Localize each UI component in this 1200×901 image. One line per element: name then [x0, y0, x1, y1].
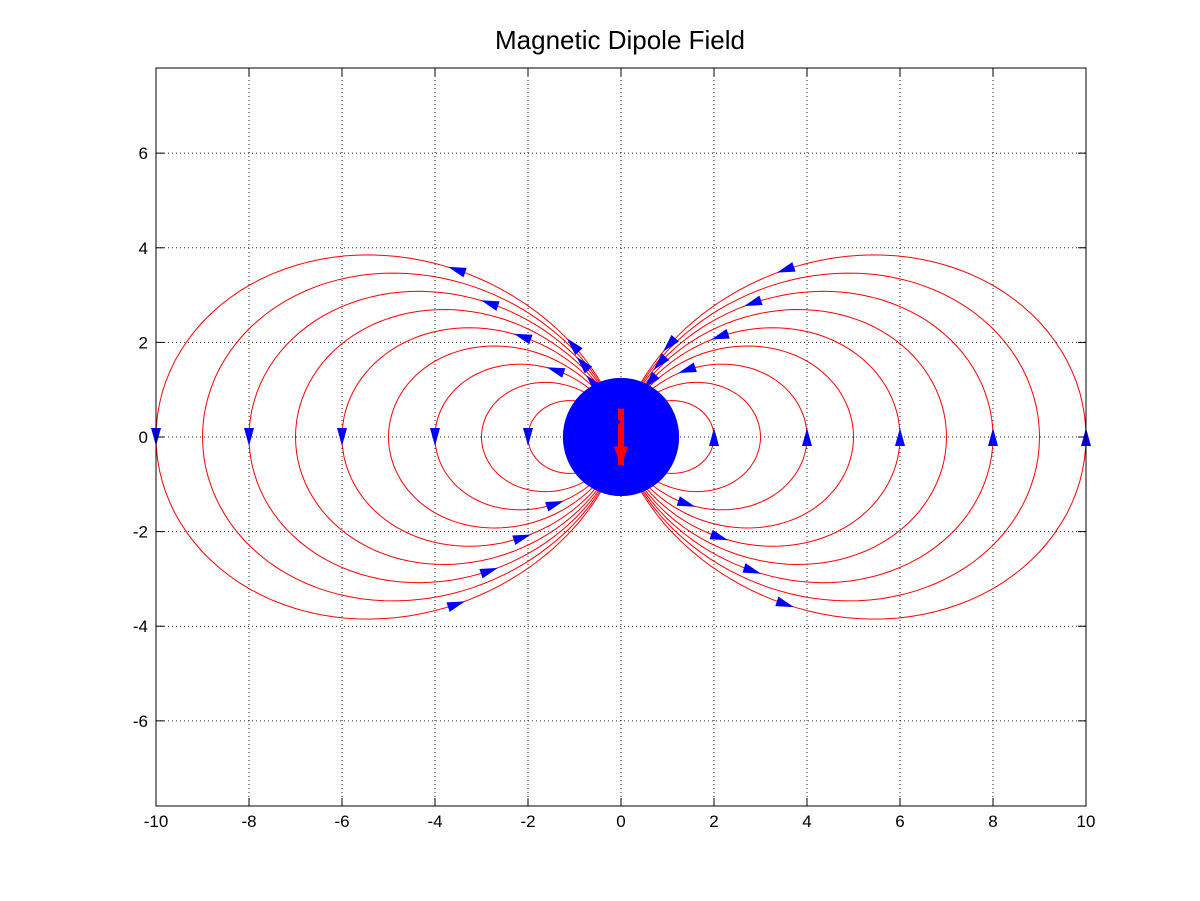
field-arrow — [624, 408, 641, 426]
field-arrow — [448, 266, 467, 278]
y-tick-label: -4 — [133, 617, 148, 636]
y-tick-label: 4 — [139, 239, 148, 258]
field-line — [387, 345, 621, 529]
field-arrow — [676, 496, 696, 507]
x-tick-label: 4 — [802, 812, 811, 831]
field-arrow — [711, 329, 730, 340]
field-arrow — [776, 262, 796, 273]
field-arrow — [709, 529, 729, 541]
field-arrow — [576, 356, 593, 374]
dipole-moment-head — [614, 446, 628, 467]
field-arrow — [634, 390, 651, 407]
y-tick-label: 0 — [139, 428, 148, 447]
field-arrow — [430, 428, 440, 446]
field-arrow — [566, 338, 583, 355]
field-arrow — [479, 567, 499, 579]
x-tick-label: -6 — [334, 812, 349, 831]
field-arrow — [678, 362, 697, 373]
field-arrow — [643, 371, 660, 389]
field-line — [621, 308, 948, 566]
field-arrow — [645, 395, 665, 407]
field-line — [294, 308, 621, 566]
field-arrow — [337, 428, 347, 446]
field-arrow — [579, 400, 599, 412]
x-tick-label: -4 — [427, 812, 442, 831]
field-arrow — [586, 375, 602, 392]
field-arrow — [546, 367, 566, 378]
field-arrow — [513, 333, 533, 345]
field-arrow — [523, 428, 533, 446]
y-tick-label: -2 — [133, 523, 148, 542]
x-tick-label: -8 — [241, 812, 256, 831]
dipole-body — [562, 377, 680, 497]
field-arrow — [480, 300, 500, 311]
field-arrow — [595, 393, 612, 411]
field-arrow — [545, 501, 564, 512]
field-arrow — [775, 596, 794, 608]
field-arrow — [446, 601, 466, 612]
field-arrow — [244, 428, 254, 446]
chart-title: Magnetic Dipole Field — [495, 25, 745, 55]
field-arrow — [895, 428, 905, 446]
field-arrow — [988, 428, 998, 446]
field-arrow — [742, 563, 762, 574]
field-arrow — [643, 462, 663, 474]
field-line — [621, 345, 855, 529]
x-tick-label: 8 — [988, 812, 997, 831]
x-tick-label: 10 — [1077, 812, 1096, 831]
y-tick-label: 6 — [139, 144, 148, 163]
x-tick-label: 0 — [616, 812, 625, 831]
y-tick-label: 2 — [139, 333, 148, 352]
x-tick-label: -10 — [144, 812, 169, 831]
field-arrow — [709, 428, 719, 446]
field-arrows — [151, 262, 1091, 612]
field-line — [621, 272, 1041, 602]
field-arrow — [802, 428, 812, 446]
field-line — [201, 272, 621, 602]
field-arrow — [653, 353, 670, 370]
field-arrow — [743, 295, 763, 307]
field-arrow — [663, 334, 679, 352]
field-arrow — [605, 411, 622, 429]
field-arrow — [512, 534, 531, 545]
x-tick-label: 2 — [709, 812, 718, 831]
x-tick-label: -2 — [520, 812, 535, 831]
x-tick-label: 6 — [895, 812, 904, 831]
field-arrow — [577, 467, 597, 479]
y-tick-label: -6 — [133, 712, 148, 731]
axis-ticks: -10 -8 -6 -4 -2 0 2 4 6 8 10 -6 -4 -2 0 2 4 6 — [133, 68, 1096, 831]
